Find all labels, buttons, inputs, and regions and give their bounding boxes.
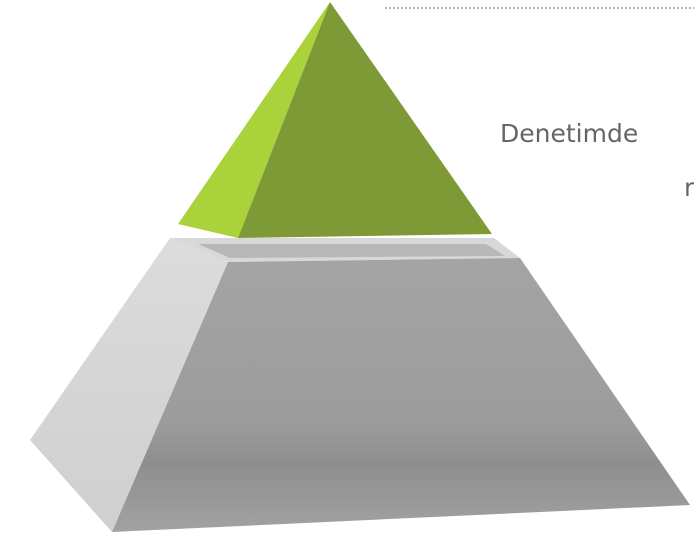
pyramid-right-face bbox=[238, 2, 492, 238]
frustum-top-inner bbox=[198, 244, 505, 258]
pyramid-left-face bbox=[178, 2, 330, 238]
label-line: r bbox=[684, 173, 694, 202]
label-line: Denetimde bbox=[500, 119, 638, 148]
frustum-front-face bbox=[112, 258, 690, 532]
frustum-left-face bbox=[30, 238, 228, 532]
